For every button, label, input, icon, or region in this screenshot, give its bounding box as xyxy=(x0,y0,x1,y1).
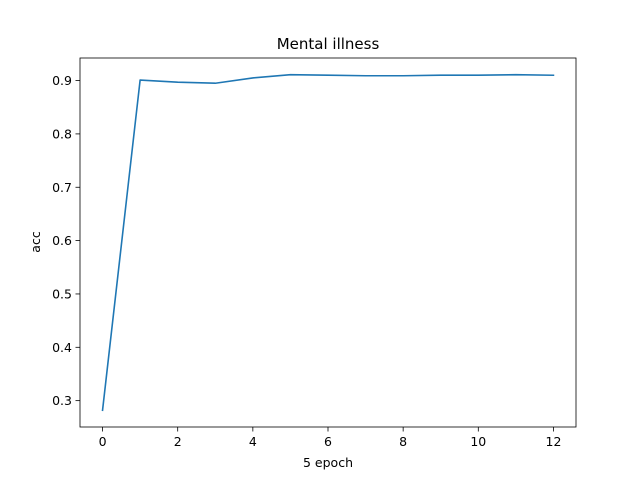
x-tick-label: 8 xyxy=(399,434,407,449)
x-tick-label: 4 xyxy=(249,434,257,449)
y-tick-label: 0.4 xyxy=(52,340,72,355)
y-tick-label: 0.3 xyxy=(52,393,72,408)
y-tick-label: 0.9 xyxy=(52,73,72,88)
x-axis-label: 5 epoch xyxy=(303,455,353,470)
plot-area: 0 2 4 6 8 10 12 0.3 0.4 0.5 0.6 0.7 0.8 0.9 xyxy=(52,57,577,449)
y-tick-label: 0.5 xyxy=(52,286,72,301)
chart-title: Mental illness xyxy=(277,35,380,53)
y-axis-label: acc xyxy=(28,231,43,253)
y-tick-label: 0.8 xyxy=(52,126,72,141)
y-tick-label: 0.6 xyxy=(52,233,72,248)
x-tick-label: 10 xyxy=(470,434,486,449)
x-tick-label: 2 xyxy=(174,434,182,449)
x-tick-label: 0 xyxy=(99,434,107,449)
x-tick-label: 12 xyxy=(546,434,562,449)
y-tick-label: 0.7 xyxy=(52,180,72,195)
x-tick-label: 6 xyxy=(324,434,332,449)
